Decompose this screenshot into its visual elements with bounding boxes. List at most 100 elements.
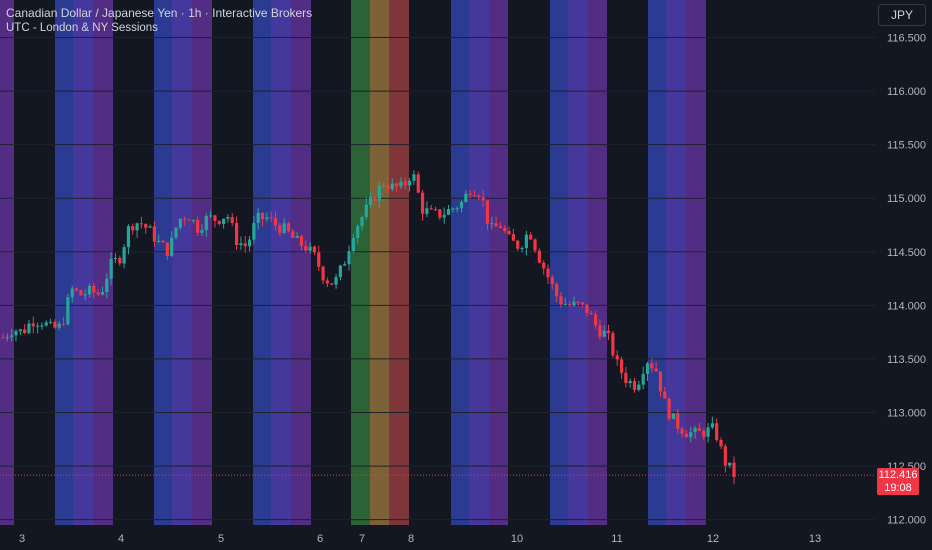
currency-button[interactable]: JPY bbox=[878, 4, 926, 26]
candle-body bbox=[57, 323, 61, 328]
last-price-tag: 112.416 19:08 bbox=[877, 468, 919, 495]
session-band bbox=[686, 0, 706, 525]
candle-body bbox=[286, 223, 291, 232]
candle-body bbox=[295, 236, 299, 238]
session-band bbox=[550, 0, 568, 525]
candle-body bbox=[593, 314, 598, 326]
candle-body bbox=[226, 217, 230, 219]
candle-body bbox=[693, 428, 697, 433]
candle-body bbox=[269, 217, 273, 219]
candle-body bbox=[343, 264, 347, 266]
candle-body bbox=[472, 195, 477, 197]
last-price-value: 112.416 bbox=[878, 469, 918, 481]
session-highlights bbox=[0, 0, 706, 525]
candle-body bbox=[122, 247, 126, 264]
candle-body bbox=[330, 283, 334, 285]
candle-body bbox=[546, 268, 550, 278]
candle-body bbox=[221, 218, 226, 224]
session-band bbox=[588, 0, 607, 525]
candles bbox=[1, 170, 736, 485]
candle-body bbox=[420, 192, 425, 214]
session-band bbox=[489, 0, 508, 525]
candle-body bbox=[697, 428, 701, 431]
candle-body bbox=[360, 217, 364, 227]
candle-body bbox=[377, 185, 381, 201]
candle-body bbox=[14, 331, 18, 336]
candle-body bbox=[40, 325, 44, 327]
candle-body bbox=[36, 325, 40, 327]
candle-body bbox=[455, 208, 459, 210]
candle-body bbox=[157, 240, 161, 242]
time-axis: 3 4 5 6 7 8 10 11 12 13 bbox=[19, 533, 821, 545]
candle-body bbox=[433, 209, 438, 211]
session-band bbox=[291, 0, 311, 525]
candle-body bbox=[299, 236, 304, 246]
candle-body bbox=[304, 245, 308, 251]
candle-body bbox=[658, 371, 663, 392]
candle-body bbox=[109, 258, 113, 279]
candle-body bbox=[113, 257, 118, 259]
session-band bbox=[389, 0, 409, 525]
time-tick: 7 bbox=[359, 533, 365, 545]
candle-body bbox=[321, 266, 325, 281]
candle-body bbox=[364, 204, 368, 218]
candle-body bbox=[464, 193, 468, 203]
candle-body bbox=[399, 181, 403, 187]
candle-body bbox=[628, 381, 632, 384]
time-tick: 12 bbox=[707, 533, 719, 545]
session-band bbox=[73, 0, 93, 525]
candle-body bbox=[334, 277, 338, 285]
candle-body bbox=[239, 243, 243, 246]
candle-body bbox=[260, 212, 265, 220]
countdown-timer: 19:08 bbox=[884, 482, 912, 494]
candle-body bbox=[100, 292, 105, 295]
time-tick: 8 bbox=[408, 533, 414, 545]
candle-body bbox=[148, 226, 152, 228]
symbol-title[interactable]: Canadian Dollar / Japanese Yen · 1h · In… bbox=[6, 6, 313, 20]
candle-body bbox=[217, 220, 221, 224]
candle-body bbox=[416, 174, 420, 193]
candle-body bbox=[178, 218, 182, 228]
time-tick: 11 bbox=[611, 533, 622, 545]
price-tick: 116.500 bbox=[887, 33, 926, 45]
candle-body bbox=[83, 294, 87, 296]
price-tick: 113.500 bbox=[887, 354, 926, 366]
candle-body bbox=[105, 278, 109, 293]
candle-body bbox=[27, 323, 31, 333]
candle-body bbox=[278, 225, 282, 233]
candle-body bbox=[511, 234, 516, 241]
price-tick: 116.000 bbox=[887, 86, 926, 98]
candle-body bbox=[442, 214, 446, 218]
candle-body bbox=[338, 265, 342, 278]
time-tick: 5 bbox=[218, 533, 224, 545]
candle-body bbox=[624, 372, 628, 384]
candle-body bbox=[589, 313, 593, 315]
candle-body bbox=[390, 183, 394, 190]
candle-body bbox=[451, 208, 455, 210]
candle-body bbox=[723, 446, 727, 466]
candle-body bbox=[563, 304, 567, 306]
candle-body bbox=[559, 296, 563, 305]
candle-body bbox=[213, 215, 217, 221]
candle-body bbox=[243, 243, 247, 247]
candle-body bbox=[170, 237, 174, 256]
candle-body bbox=[139, 223, 144, 225]
candle-body bbox=[684, 433, 689, 438]
candle-body bbox=[719, 439, 723, 447]
candle-body bbox=[542, 262, 546, 269]
candle-body bbox=[317, 252, 321, 267]
candle-body bbox=[550, 277, 554, 285]
candle-body bbox=[507, 231, 511, 235]
candle-body bbox=[632, 381, 637, 390]
price-axis: 116.500 116.000 115.500 115.000 114.500 114.0… bbox=[887, 33, 926, 527]
candle-body bbox=[191, 220, 195, 222]
indicator-label[interactable]: UTC - London & NY Sessions bbox=[6, 22, 158, 34]
candle-body bbox=[671, 413, 676, 419]
candle-body bbox=[654, 368, 658, 372]
candle-body bbox=[407, 180, 412, 186]
price-tick: 114.000 bbox=[887, 300, 926, 312]
candle-body bbox=[680, 428, 684, 434]
candle-body bbox=[516, 240, 520, 249]
candle-body bbox=[576, 301, 580, 303]
